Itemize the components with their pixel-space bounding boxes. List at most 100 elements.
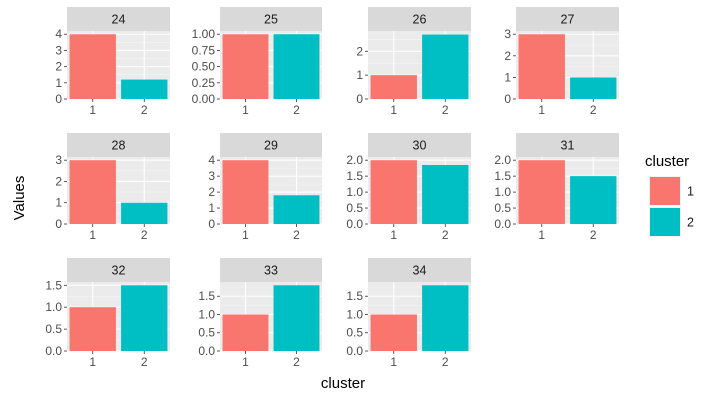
y-tick-label: 1.5 [346,289,363,303]
bar-cluster-1 [518,160,565,224]
bar-cluster-2 [273,285,320,351]
bar-cluster-2 [570,176,617,224]
legend-label-2: 2 [687,216,694,230]
y-tick-label: 0 [208,217,215,231]
y-tick-label: 0.0 [45,344,62,358]
x-tick-label: 2 [590,228,597,242]
facet-strip [67,133,170,157]
bar-cluster-1 [222,160,269,224]
y-tick-label: 0.25 [192,76,216,90]
x-tick-label: 2 [141,228,148,242]
bar-cluster-2 [121,202,168,224]
facet-strip [368,7,471,31]
y-tick-label: 1 [504,70,511,84]
x-tick-label: 2 [141,355,148,369]
y-tick-label: 0.0 [346,344,363,358]
x-tick-label: 1 [89,355,96,369]
bar-cluster-1 [370,160,417,224]
facet-panel-24: 24 0 1 2 3 4 1 2 [55,7,170,117]
y-tick-label: 0.5 [346,201,363,215]
facet-panel-30: 30 0.0 0.5 1.0 1.5 2.0 1 2 [346,133,471,242]
y-tick-label: 1.0 [45,300,62,314]
y-tick-label: 3 [55,43,62,57]
y-tick-label: 1 [55,76,62,90]
legend: cluster 1 2 [645,153,694,237]
bar-cluster-1 [222,314,269,351]
y-tick-label: 3 [55,153,62,167]
y-axis-title: Values [11,176,28,221]
bar-cluster-1 [69,307,116,351]
x-tick-label: 1 [89,103,96,117]
bar-cluster-2 [422,164,469,224]
bar-cluster-2 [422,285,469,351]
y-tick-label: 0.5 [494,201,511,215]
facet-strip-label: 34 [413,264,427,278]
facet-strip [67,7,170,31]
facet-strip [220,258,322,282]
y-tick-label: 2 [208,185,215,199]
facet-panel-33: 33 0.0 0.5 1.0 1.5 1 2 [198,258,322,369]
y-tick-label: 2 [504,49,511,63]
facet-panel-29: 29 0 1 2 3 4 1 2 [208,133,322,242]
facet-panel-31: 31 0.0 0.5 1.0 1.5 2.0 1 2 [494,133,619,242]
x-tick-label: 1 [390,355,397,369]
facet-panel-26: 26 0 1 2 1 2 [356,7,471,117]
facet-strip-label: 33 [264,264,278,278]
y-tick-label: 2 [55,60,62,74]
x-tick-label: 2 [442,103,449,117]
y-tick-label: 0.5 [346,326,363,340]
facet-strip [516,7,619,31]
y-tick-label: 1.5 [198,289,215,303]
x-tick-label: 2 [442,355,449,369]
facet-panel-28: 28 0 1 2 3 1 2 [55,133,170,242]
x-tick-label: 1 [538,103,545,117]
x-tick-label: 2 [590,103,597,117]
bar-cluster-2 [121,285,168,351]
bar-cluster-2 [422,34,469,99]
legend-swatch-1 [650,177,680,205]
bar-cluster-1 [370,314,417,351]
legend-swatch-2 [650,208,680,236]
y-tick-label: 0.5 [45,322,62,336]
facet-strip-label: 32 [112,264,126,278]
y-tick-label: 4 [208,153,215,167]
x-tick-label: 2 [442,228,449,242]
facet-panel-27: 27 0 1 2 3 1 2 [504,7,619,117]
legend-title: cluster [645,153,689,170]
y-tick-label: 0.0 [346,217,363,231]
y-tick-label: 1.0 [494,185,511,199]
y-tick-label: 0 [55,217,62,231]
facet-strip-label: 30 [413,139,427,153]
y-tick-label: 0.0 [198,344,215,358]
y-tick-label: 1.0 [346,307,363,321]
x-tick-label: 2 [293,103,300,117]
facet-panel-25: 25 0.00 0.25 0.50 0.75 1.00 1 2 [192,7,322,117]
y-tick-label: 1.0 [198,307,215,321]
y-tick-label: 0 [356,92,363,106]
y-tick-label: 1 [55,196,62,210]
facet-strip-label: 27 [561,13,575,27]
y-tick-label: 3 [504,27,511,41]
y-tick-label: 2.0 [494,153,511,167]
facet-panel-32: 32 0.0 0.5 1.0 1.5 1 2 [45,258,170,369]
y-tick-label: 1.5 [45,278,62,292]
y-tick-label: 4 [55,27,62,41]
bar-cluster-1 [69,160,116,224]
x-tick-label: 1 [89,228,96,242]
facet-strip [368,258,471,282]
y-tick-label: 0.50 [192,60,216,74]
y-tick-label: 2 [55,174,62,188]
bar-cluster-2 [273,34,320,99]
y-tick-label: 1.0 [346,185,363,199]
y-tick-label: 0.5 [198,326,215,340]
y-tick-label: 1 [208,201,215,215]
legend-label-1: 1 [687,185,694,199]
bar-cluster-1 [222,34,269,99]
x-tick-label: 2 [293,355,300,369]
bar-cluster-1 [518,34,565,99]
y-tick-label: 3 [208,169,215,183]
x-axis-title: cluster [321,375,365,392]
x-tick-label: 1 [390,228,397,242]
y-tick-label: 1.00 [192,27,216,41]
